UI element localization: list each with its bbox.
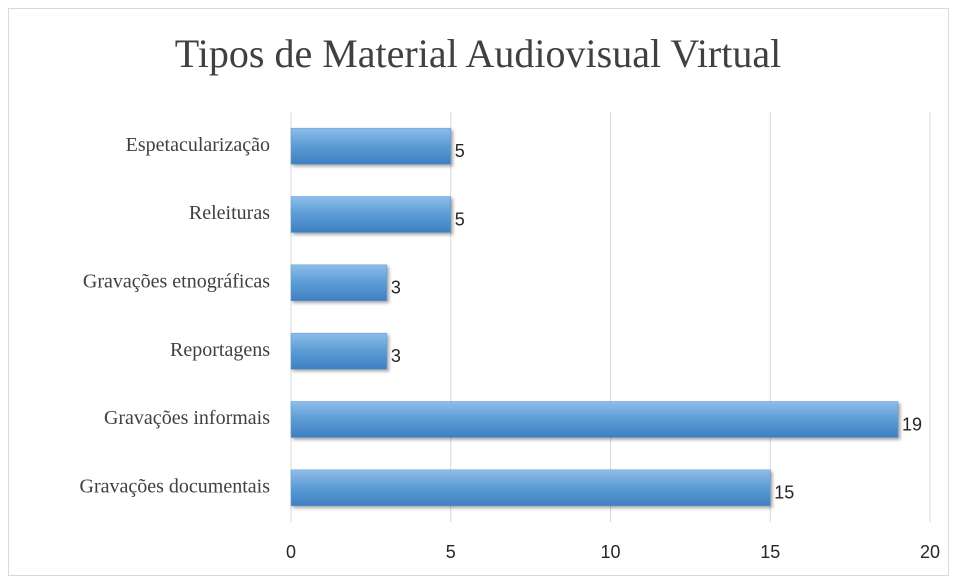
x-tick-label: 15 xyxy=(760,542,780,562)
x-tick-label: 5 xyxy=(446,542,456,562)
x-tick-label: 10 xyxy=(600,542,620,562)
bar xyxy=(290,196,451,233)
bar xyxy=(290,127,451,165)
y-tick-label: Reportagens xyxy=(170,339,270,361)
y-tick-label: Espetacularização xyxy=(126,134,270,156)
y-tick-label: Gravações informais xyxy=(104,407,270,429)
data-label: 19 xyxy=(902,414,922,434)
data-label: 5 xyxy=(455,141,465,161)
y-tick-label: Gravações documentais xyxy=(80,475,271,497)
x-tick-label: 20 xyxy=(920,542,940,562)
bar xyxy=(290,469,771,507)
data-label: 3 xyxy=(391,278,401,298)
x-tick-label: 0 xyxy=(286,542,296,562)
bar xyxy=(290,264,388,302)
y-tick-label: Releituras xyxy=(189,202,270,224)
y-tick-label: Gravações etnográficas xyxy=(83,270,270,292)
bar xyxy=(290,401,899,438)
data-label: 15 xyxy=(774,483,794,503)
data-label: 5 xyxy=(455,209,465,229)
bar xyxy=(290,332,388,370)
data-label: 3 xyxy=(391,346,401,366)
chart-title: Tipos de Material Audiovisual Virtual xyxy=(175,31,781,76)
